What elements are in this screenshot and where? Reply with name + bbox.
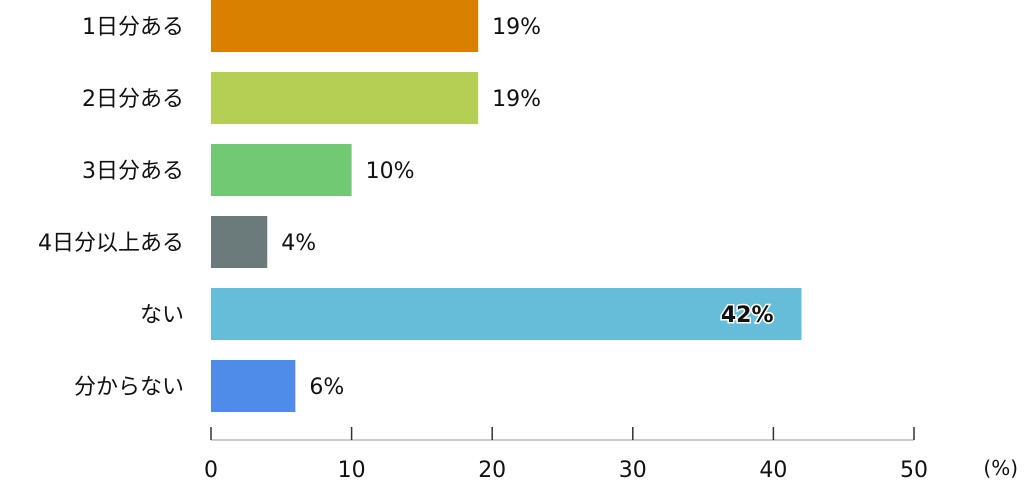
bars [211,0,802,412]
category-label: 4日分以上ある [38,231,184,256]
bar [211,216,268,268]
x-tick-label: 40 [759,458,787,483]
x-tick-label: 50 [900,458,928,483]
category-label: 分からない [74,375,184,400]
value-label: 19% [492,15,541,40]
category-label: 2日分ある [82,87,184,112]
x-tick-label: 10 [338,458,366,483]
bar [211,360,296,412]
value-label: 19% [492,87,541,112]
x-axis: 0 10 20 30 40 50 [204,427,928,483]
category-label: 1日分ある [82,15,184,40]
bar [211,72,479,124]
bar [211,0,479,52]
value-label: 4% [281,231,316,256]
category-label: 3日分ある [82,159,184,184]
bar [211,288,802,340]
value-labels: 19% 19% 10% 4% 42% 6% [281,15,775,400]
x-tick-label: 30 [619,458,647,483]
value-label: 42% [721,303,774,328]
x-tick-label: 0 [204,458,218,483]
value-label: 10% [366,159,415,184]
category-label: ない [140,303,184,328]
bar [211,144,352,196]
x-tick-label: 20 [478,458,506,483]
x-axis-unit: (%) [983,456,1018,480]
value-label: 6% [309,375,344,400]
